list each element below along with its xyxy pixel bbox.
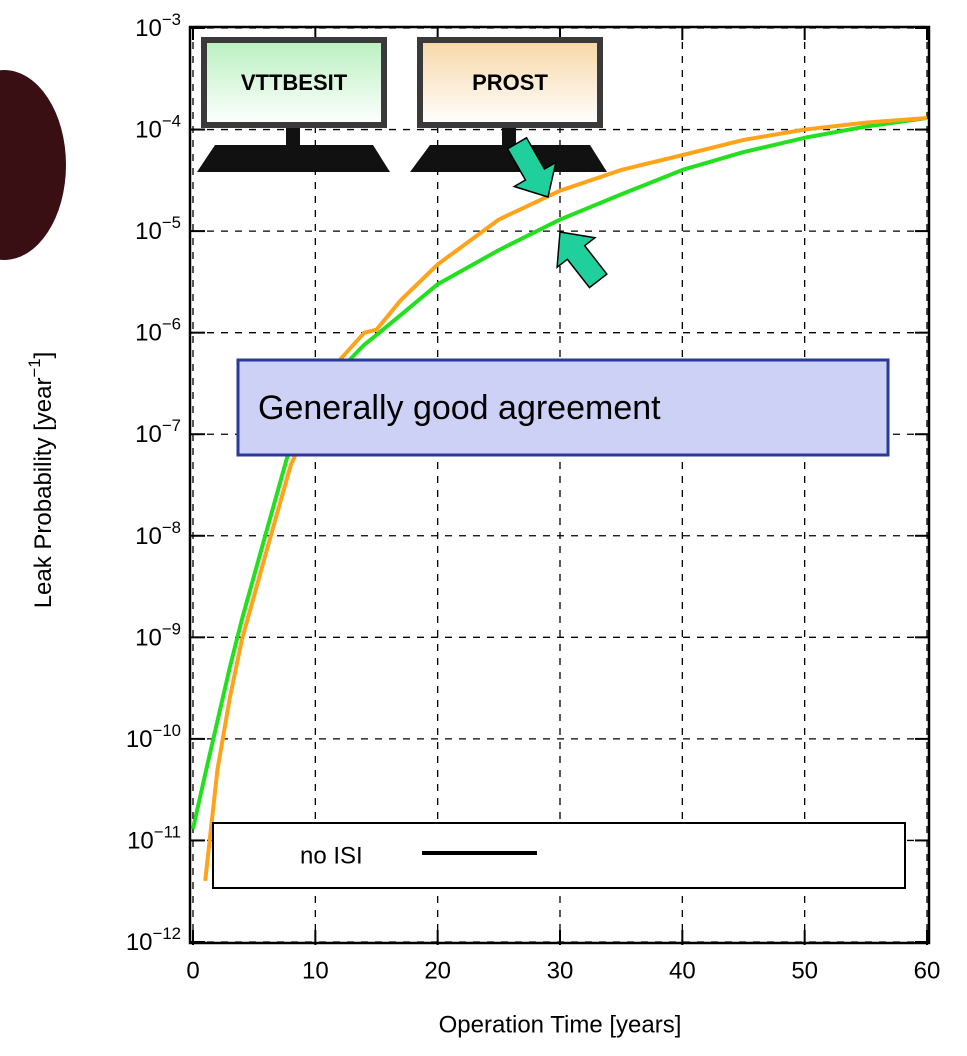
- y-tick-label: 10−11: [127, 822, 181, 854]
- y-tick-label: 10−7: [135, 416, 181, 448]
- y-tick-label: 10−4: [135, 111, 181, 143]
- y-axis-label: Leak Probability [year−1]: [25, 352, 57, 609]
- x-tick-label: 60: [914, 957, 941, 984]
- y-tick-label: 10−12: [126, 924, 181, 956]
- plot-frame: [188, 25, 931, 945]
- x-axis-label: Operation Time [years]: [439, 1011, 682, 1038]
- data-line: [203, 115, 928, 882]
- x-tick-label: 20: [424, 957, 451, 984]
- monitor-label: PROST: [472, 70, 548, 95]
- y-tick-label: 10−10: [126, 721, 181, 753]
- legend-label: no ISI: [300, 842, 363, 869]
- overlay: no ISI Generally good agreement VTTBESIT…: [25, 37, 906, 1038]
- x-tick-label: 30: [547, 957, 574, 984]
- plot-area: 10−12 10−11 10−10 10−9 10−8 10−7 10−6 10−5 10−4 1…: [126, 10, 941, 984]
- y-tick-label: 10−5: [135, 213, 181, 245]
- y-tick-label: 10−8: [135, 518, 181, 550]
- arrow: [556, 231, 608, 289]
- y-tick-label: 10−6: [135, 315, 181, 347]
- y-tick-label: 10−3: [135, 10, 181, 42]
- y-tick-label: 10−9: [135, 619, 181, 651]
- monitor-screen: [201, 37, 387, 128]
- arrow: [506, 136, 557, 198]
- monitor-label: VTTBESIT: [241, 70, 348, 95]
- annotation-box: [236, 358, 890, 457]
- x-tick-label: 40: [669, 957, 696, 984]
- annotation: Generally good agreement: [258, 389, 661, 427]
- monitor-base: [197, 145, 390, 172]
- monitor-screen: [417, 37, 603, 128]
- monitor-stand: [286, 128, 300, 146]
- decoration-circle: [0, 70, 66, 260]
- monitor-base: [410, 145, 607, 172]
- x-tick-label: 50: [791, 957, 818, 984]
- monitor-stand: [502, 128, 516, 146]
- data-line: [191, 115, 928, 830]
- legend-box: [212, 822, 906, 889]
- x-tick-label: 10: [302, 957, 329, 984]
- x-tick-label: 0: [186, 957, 199, 984]
